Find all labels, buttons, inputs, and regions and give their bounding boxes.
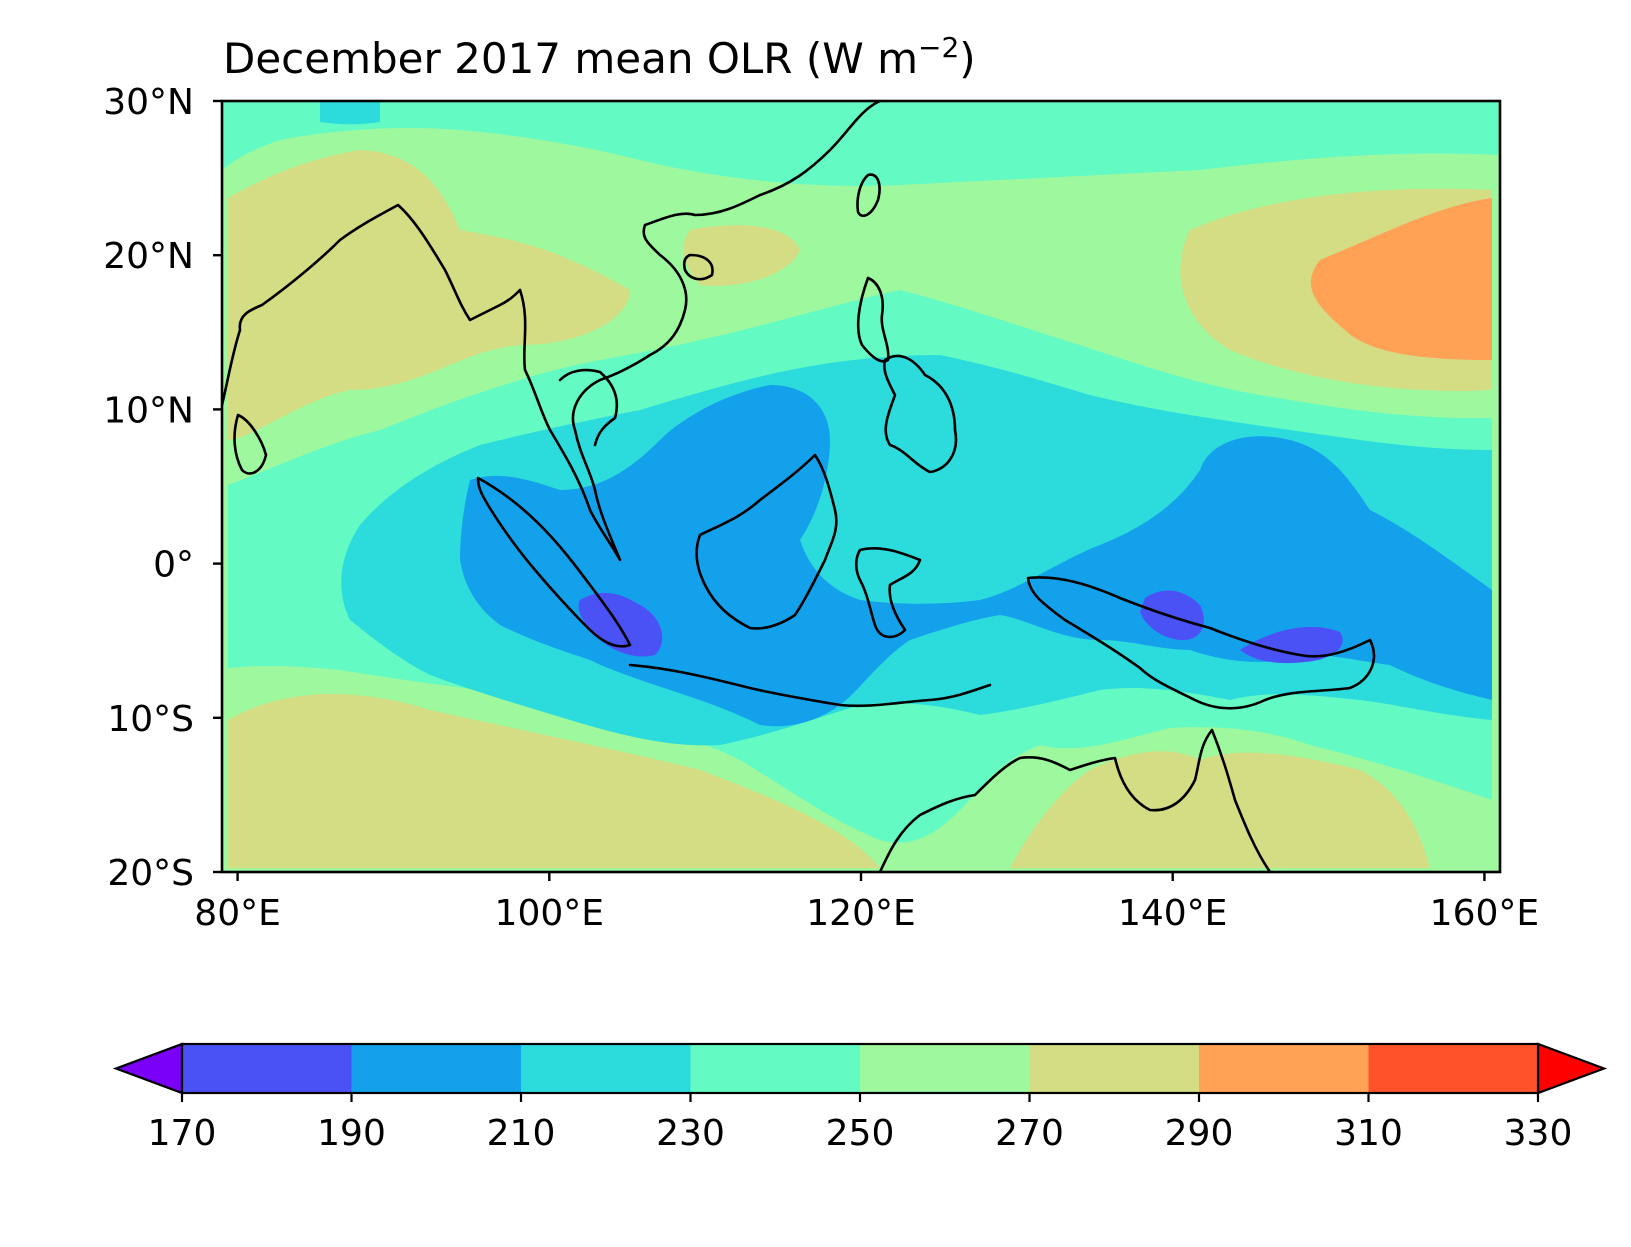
- map-panel: [222, 101, 1500, 872]
- colorbar-bin: [351, 1044, 521, 1093]
- colorbar-bin: [1199, 1044, 1369, 1093]
- colorbar-tick-label: 330: [1504, 1113, 1573, 1154]
- coastline-borneo: [695, 453, 838, 630]
- coastline-mindanao-visayas: [883, 354, 958, 474]
- coastline-luzon: [856, 276, 890, 363]
- coastline-java-timor: [628, 663, 992, 708]
- lon-tick-label: 160°E: [1430, 893, 1539, 934]
- coastline-australia: [878, 728, 1272, 872]
- lat-tick-label: 0°: [153, 545, 194, 586]
- contour-fill-190-210: [460, 385, 1492, 727]
- contour-fill-270-290: [1010, 751, 1430, 868]
- colorbar: 170 190 210 230 250 270 290 310 330: [112, 1042, 1608, 1154]
- colorbar-tick-label: 270: [995, 1113, 1064, 1154]
- lon-tick-label: 80°E: [194, 893, 281, 934]
- coastline-taiwan: [856, 173, 881, 217]
- lon-tick-label: 100°E: [495, 893, 604, 934]
- colorbar-bin: [1368, 1044, 1538, 1093]
- coastline-sumatra: [476, 476, 632, 648]
- contour-fill-290-310: [1310, 198, 1492, 360]
- colorbar-tick-label: 310: [1334, 1113, 1403, 1154]
- coastline-sulawesi: [854, 547, 922, 639]
- coastline-gulf-of-thailand: [558, 368, 619, 447]
- lat-tick-label: 10°N: [103, 390, 194, 431]
- contour-fill-170-190: [1240, 626, 1343, 664]
- coastline-indochina: [518, 101, 882, 562]
- coastline-hainan: [682, 253, 714, 281]
- colorbar-extend-max: [1536, 1042, 1608, 1095]
- lon-axis: 80°E 100°E 120°E 140°E 160°E: [194, 872, 1539, 934]
- colorbar-tick-label: 290: [1165, 1113, 1234, 1154]
- coastline-sri-lanka: [233, 413, 268, 475]
- colorbar-tick-label: 230: [656, 1113, 725, 1154]
- contour-fill-230-250: [222, 101, 1500, 186]
- colorbar-extend-min: [112, 1042, 184, 1095]
- colorbar-tick-label: 190: [317, 1113, 386, 1154]
- contour-fill-170-190: [1140, 590, 1204, 641]
- lat-tick-label: 20°S: [107, 853, 194, 894]
- coastlines: [222, 101, 1376, 872]
- colorbar-bin: [182, 1044, 352, 1093]
- contour-fill-170-190: [578, 592, 663, 657]
- lat-axis: 30°N 20°N 10°N 0° 10°S 20°S: [103, 82, 222, 894]
- lat-tick-label: 10°S: [107, 699, 194, 740]
- coastline-india: [222, 203, 522, 407]
- colorbar-bin: [860, 1044, 1030, 1093]
- contour-fill-270-290: [228, 150, 630, 440]
- colorbar-bin: [690, 1044, 860, 1093]
- contour-fill-210-230: [320, 101, 380, 125]
- map-title: December 2017 mean OLR (W m−2): [223, 31, 976, 83]
- olr-field: [222, 101, 1500, 872]
- colorbar-bin: [1029, 1044, 1199, 1093]
- lon-tick-label: 120°E: [806, 893, 915, 934]
- colorbar-tick-label: 250: [826, 1113, 895, 1154]
- lat-tick-label: 20°N: [103, 236, 194, 277]
- contour-fill-270-290: [228, 693, 880, 868]
- lon-tick-label: 140°E: [1118, 893, 1227, 934]
- coastline-new-guinea: [1026, 576, 1376, 710]
- colorbar-tick-label: 170: [148, 1113, 217, 1154]
- colorbar-tick-label: 210: [487, 1113, 556, 1154]
- lat-tick-label: 30°N: [103, 82, 194, 123]
- colorbar-bin: [521, 1044, 691, 1093]
